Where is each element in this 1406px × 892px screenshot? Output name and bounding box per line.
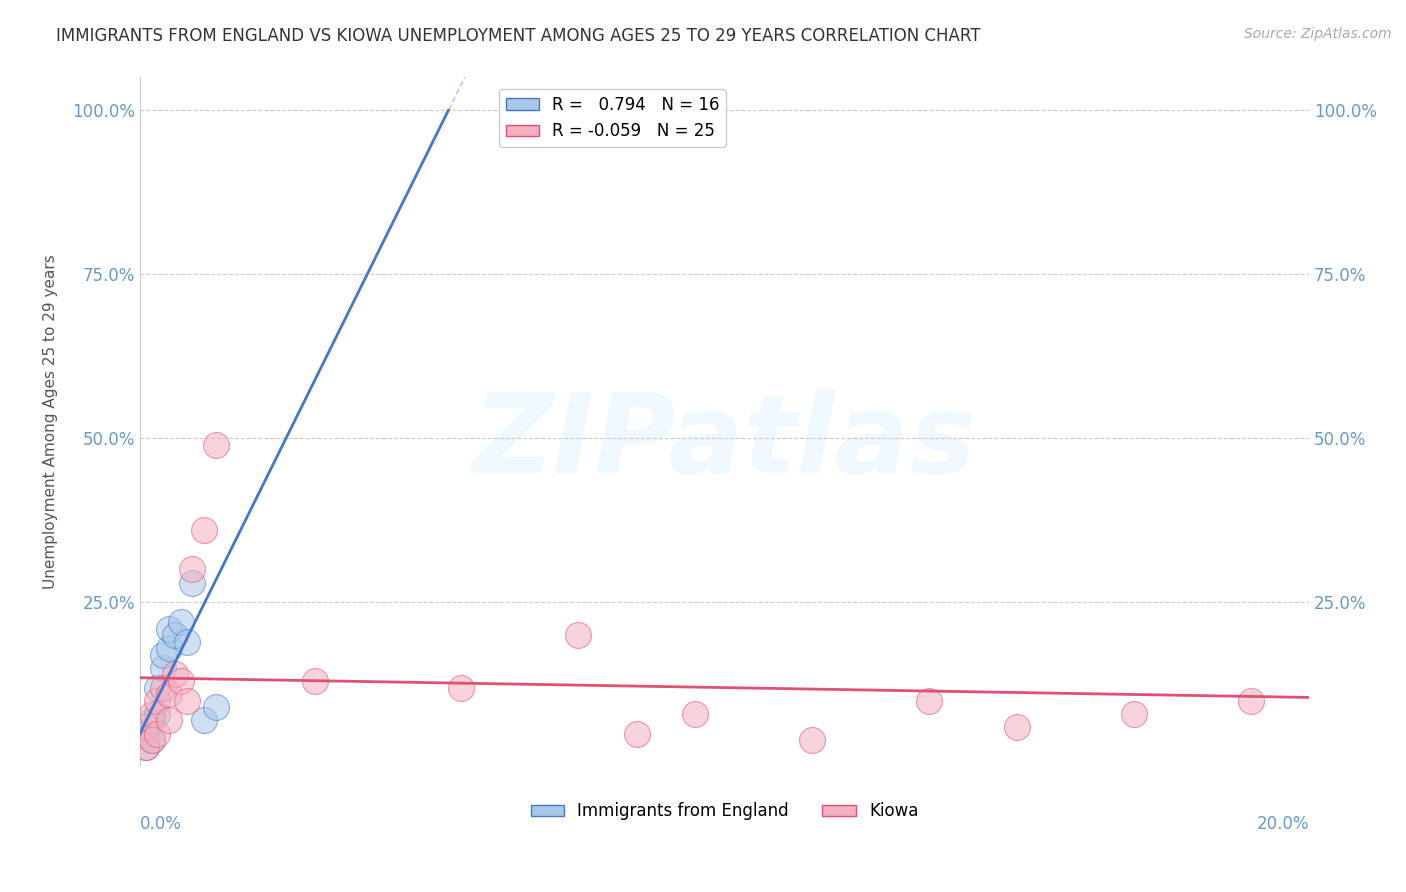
Point [176, 694, 198, 708]
Point [626, 726, 648, 740]
Point [163, 667, 186, 681]
Point [135, 720, 157, 734]
Point [193, 523, 215, 537]
Point [181, 575, 204, 590]
Point [152, 681, 174, 695]
Text: ZIPatlas: ZIPatlas [472, 389, 976, 496]
Point [141, 733, 163, 747]
Point [918, 694, 941, 708]
Point [163, 628, 186, 642]
Y-axis label: Unemployment Among Ages 25 to 29 years: Unemployment Among Ages 25 to 29 years [44, 254, 58, 590]
Text: 20.0%: 20.0% [1257, 814, 1309, 832]
Point [141, 733, 163, 747]
Point [152, 648, 174, 662]
Point [146, 681, 169, 695]
Point [141, 714, 163, 728]
Text: 0.0%: 0.0% [139, 814, 181, 832]
Point [1005, 720, 1028, 734]
Point [1122, 706, 1144, 721]
Point [157, 687, 180, 701]
Point [152, 661, 174, 675]
Point [801, 733, 824, 747]
Point [146, 726, 169, 740]
Point [683, 706, 706, 721]
Point [146, 694, 169, 708]
Point [146, 706, 169, 721]
Point [205, 700, 228, 714]
Point [135, 739, 157, 754]
Point [170, 615, 193, 629]
Point [141, 706, 163, 721]
Point [170, 673, 193, 688]
Text: Source: ZipAtlas.com: Source: ZipAtlas.com [1244, 27, 1392, 41]
Point [135, 739, 157, 754]
Text: IMMIGRANTS FROM ENGLAND VS KIOWA UNEMPLOYMENT AMONG AGES 25 TO 29 YEARS CORRELAT: IMMIGRANTS FROM ENGLAND VS KIOWA UNEMPLO… [56, 27, 981, 45]
Point [1239, 694, 1261, 708]
Point [157, 641, 180, 656]
Point [205, 438, 228, 452]
Point [176, 634, 198, 648]
Point [193, 714, 215, 728]
Point [450, 681, 472, 695]
Point [567, 628, 589, 642]
Point [304, 673, 326, 688]
Point [181, 562, 204, 576]
Point [157, 622, 180, 636]
Legend: Immigrants from England, Kiowa: Immigrants from England, Kiowa [524, 796, 925, 827]
Point [157, 714, 180, 728]
Point [135, 726, 157, 740]
